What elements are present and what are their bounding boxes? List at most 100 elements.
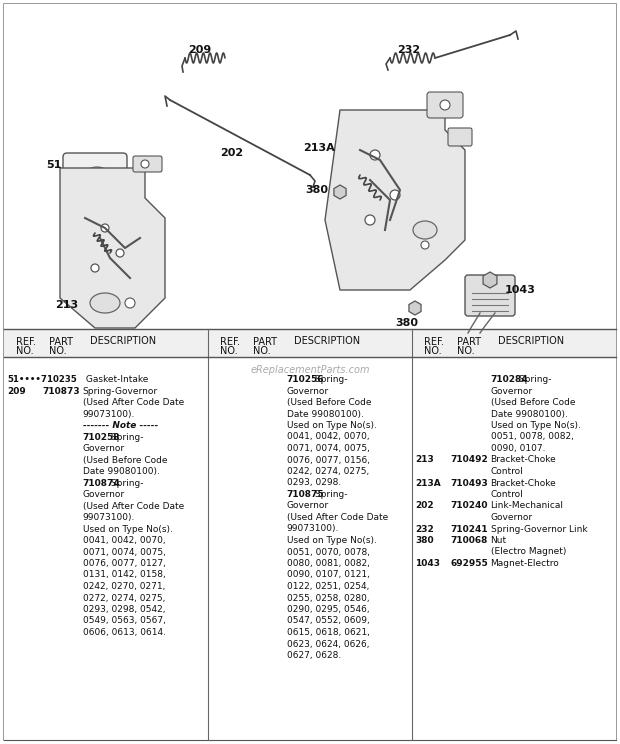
Text: 51••••710235: 51••••710235 xyxy=(7,375,77,384)
Circle shape xyxy=(440,100,450,110)
Text: Spring-: Spring- xyxy=(516,375,551,384)
Text: Used on Type No(s).: Used on Type No(s). xyxy=(490,421,580,430)
Text: 0242, 0274, 0275,: 0242, 0274, 0275, xyxy=(286,467,369,476)
Circle shape xyxy=(125,298,135,308)
Text: 710873: 710873 xyxy=(43,386,81,396)
Text: 99073100).: 99073100). xyxy=(82,409,135,418)
FancyBboxPatch shape xyxy=(63,153,127,197)
Circle shape xyxy=(91,264,99,272)
Text: 213A: 213A xyxy=(303,143,335,153)
Ellipse shape xyxy=(90,293,120,313)
FancyBboxPatch shape xyxy=(427,92,463,118)
Text: 213: 213 xyxy=(55,300,78,310)
Text: 710256: 710256 xyxy=(286,375,324,384)
Text: 202: 202 xyxy=(415,501,433,510)
Text: 0041, 0042, 0070,: 0041, 0042, 0070, xyxy=(82,536,165,545)
Text: ------- Note -----: ------- Note ----- xyxy=(82,421,158,430)
Text: 710240: 710240 xyxy=(451,501,489,510)
Text: 0623, 0624, 0626,: 0623, 0624, 0626, xyxy=(286,640,369,649)
Text: NO.: NO. xyxy=(16,346,34,356)
Text: 0131, 0142, 0158,: 0131, 0142, 0158, xyxy=(82,571,166,580)
Bar xyxy=(4,329,616,740)
Text: 0606, 0613, 0614.: 0606, 0613, 0614. xyxy=(82,628,166,637)
Text: 0547, 0552, 0609,: 0547, 0552, 0609, xyxy=(286,617,370,626)
Text: Link-Mechanical: Link-Mechanical xyxy=(490,501,564,510)
Text: Governor: Governor xyxy=(490,386,533,396)
Text: Control: Control xyxy=(490,490,523,499)
Text: 710875: 710875 xyxy=(286,490,324,499)
Text: 710874: 710874 xyxy=(82,478,120,487)
FancyBboxPatch shape xyxy=(133,156,162,172)
Text: DESCRIPTION: DESCRIPTION xyxy=(90,336,156,346)
Text: Magnet-Electro: Magnet-Electro xyxy=(490,559,559,568)
Text: REF.: REF. xyxy=(424,337,445,347)
Text: (Used After Code Date: (Used After Code Date xyxy=(82,398,184,407)
Text: Spring-Governor: Spring-Governor xyxy=(82,386,157,396)
Circle shape xyxy=(101,224,109,232)
Bar xyxy=(4,329,616,357)
Text: Spring-Governor Link: Spring-Governor Link xyxy=(490,525,587,533)
Text: Governor: Governor xyxy=(490,513,533,522)
Text: Spring-: Spring- xyxy=(312,490,347,499)
Text: REF.: REF. xyxy=(16,337,36,347)
Ellipse shape xyxy=(85,167,109,183)
Circle shape xyxy=(390,190,400,200)
Text: 0255, 0258, 0280,: 0255, 0258, 0280, xyxy=(286,594,369,603)
Text: (Used After Code Date: (Used After Code Date xyxy=(286,513,388,522)
Text: 99073100).: 99073100). xyxy=(286,525,339,533)
Text: 0071, 0074, 0075,: 0071, 0074, 0075, xyxy=(286,444,370,453)
Circle shape xyxy=(370,150,380,160)
Text: 99073100).: 99073100). xyxy=(82,513,135,522)
Text: 0076, 0077, 0156,: 0076, 0077, 0156, xyxy=(286,455,370,464)
Text: 710492: 710492 xyxy=(451,455,489,464)
Text: (Used After Code Date: (Used After Code Date xyxy=(82,501,184,510)
Text: Control: Control xyxy=(490,467,523,476)
Text: 209: 209 xyxy=(188,45,211,55)
Text: REF.: REF. xyxy=(220,337,240,347)
Text: Spring-: Spring- xyxy=(312,375,347,384)
Text: PART: PART xyxy=(253,337,277,347)
Circle shape xyxy=(69,171,77,179)
FancyBboxPatch shape xyxy=(448,128,472,146)
Text: PART: PART xyxy=(49,337,73,347)
Circle shape xyxy=(113,171,121,179)
Text: Spring-: Spring- xyxy=(108,478,143,487)
Text: 0076, 0077, 0127,: 0076, 0077, 0127, xyxy=(82,559,166,568)
Text: 51: 51 xyxy=(46,160,62,170)
Text: Nut: Nut xyxy=(490,536,507,545)
Text: 0272, 0274, 0275,: 0272, 0274, 0275, xyxy=(82,594,165,603)
Circle shape xyxy=(116,249,124,257)
Text: 0051, 0078, 0082,: 0051, 0078, 0082, xyxy=(490,432,574,441)
Text: 0051, 0070, 0078,: 0051, 0070, 0078, xyxy=(286,548,370,557)
Text: 0615, 0618, 0621,: 0615, 0618, 0621, xyxy=(286,628,370,637)
Bar xyxy=(4,4,616,329)
Ellipse shape xyxy=(413,221,437,239)
Text: 213A: 213A xyxy=(415,478,441,487)
Text: NO.: NO. xyxy=(424,346,442,356)
Text: Spring-: Spring- xyxy=(108,432,143,441)
Text: NO.: NO. xyxy=(49,346,66,356)
Text: Used on Type No(s).: Used on Type No(s). xyxy=(286,421,376,430)
Text: 692955: 692955 xyxy=(451,559,489,568)
Text: DESCRIPTION: DESCRIPTION xyxy=(294,336,360,346)
Text: (Used Before Code: (Used Before Code xyxy=(82,455,167,464)
Text: Bracket-Choke: Bracket-Choke xyxy=(490,478,556,487)
Polygon shape xyxy=(325,110,465,290)
Text: 232: 232 xyxy=(415,525,434,533)
Text: NO.: NO. xyxy=(220,346,238,356)
Text: 209: 209 xyxy=(7,386,26,396)
Text: Bracket-Choke: Bracket-Choke xyxy=(490,455,556,464)
Circle shape xyxy=(141,160,149,168)
Text: Governor: Governor xyxy=(286,386,329,396)
Text: 0549, 0563, 0567,: 0549, 0563, 0567, xyxy=(82,617,166,626)
Text: 232: 232 xyxy=(397,45,420,55)
Text: 380: 380 xyxy=(415,536,433,545)
Text: PART: PART xyxy=(457,337,481,347)
Text: 380: 380 xyxy=(305,185,328,195)
Text: 0090, 0107.: 0090, 0107. xyxy=(490,444,545,453)
Text: 1043: 1043 xyxy=(415,559,440,568)
Text: 0290, 0295, 0546,: 0290, 0295, 0546, xyxy=(286,605,369,614)
Text: 380: 380 xyxy=(395,318,418,328)
Text: Date 99080100).: Date 99080100). xyxy=(490,409,567,418)
Text: Date 99080100).: Date 99080100). xyxy=(286,409,363,418)
